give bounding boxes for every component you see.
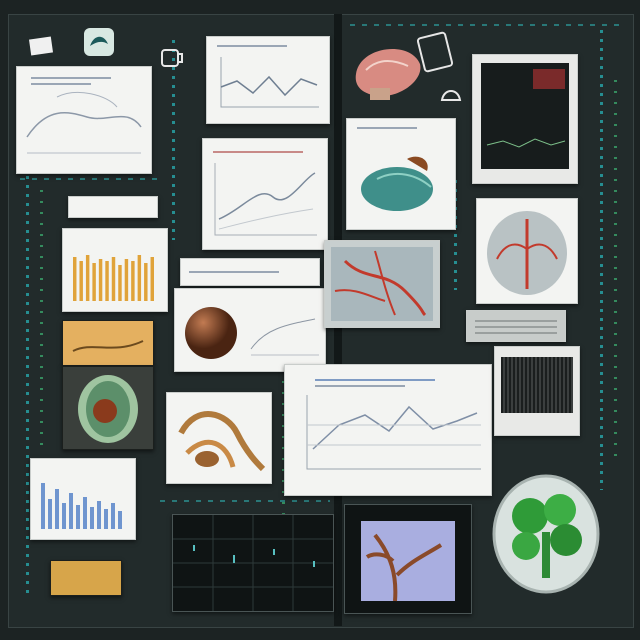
bar-mark [111, 257, 116, 301]
rail-right-2 [614, 80, 617, 460]
bar-mark [104, 509, 108, 529]
bar-mark [41, 483, 45, 529]
bar-mark [111, 503, 115, 529]
bar-mark [97, 501, 101, 529]
rail-left-1 [26, 176, 29, 596]
bar-mark [83, 497, 87, 529]
panel-fish-specimen [346, 118, 456, 230]
bar-mark [76, 505, 80, 529]
panel-tag [50, 560, 122, 596]
coral-specimen [350, 40, 426, 106]
bar-mark [118, 511, 122, 529]
bar-mark [98, 259, 103, 301]
panel-seed [62, 366, 154, 450]
rail-left-2 [40, 190, 43, 450]
panel-label-strip [68, 196, 158, 218]
hline-mid [20, 178, 160, 180]
bar-mark [55, 489, 59, 529]
panel-bar-chart-orange [62, 228, 168, 312]
rail-right-3 [454, 180, 457, 290]
panel-sketch-graph [16, 66, 152, 174]
panel-branch-specimen [344, 504, 472, 614]
seedling-icon [490, 472, 602, 596]
panel-curve-graph [202, 138, 328, 250]
rail-center-1 [172, 40, 175, 240]
card-icon [28, 36, 54, 56]
bar-mark [137, 255, 142, 301]
panel-dark-equalizer [494, 346, 580, 436]
bar-mark [73, 257, 77, 301]
bar-mark [79, 261, 83, 301]
bar-mark [124, 259, 129, 301]
hline-bottom [160, 500, 330, 502]
panel-sphere-graph [174, 288, 326, 372]
bar-mark [85, 255, 90, 301]
panel-line-chart-top [206, 36, 330, 124]
bar-mark [150, 257, 154, 301]
bar-mark [48, 499, 52, 529]
bar-mark [118, 265, 122, 301]
shell-icon [440, 84, 462, 104]
bar-mark [92, 263, 96, 301]
panel-dark-chart-top-right [472, 54, 578, 184]
bar-mark [90, 507, 94, 529]
panel-grey-strip [466, 310, 566, 342]
badge-icon [84, 28, 114, 56]
panel-dark-grid [172, 514, 334, 612]
bar-mark [62, 503, 66, 529]
panel-red-veins [324, 240, 440, 328]
bar-mark [144, 263, 148, 301]
rail-right-1 [600, 30, 603, 490]
panel-bar-chart-blue [30, 458, 136, 540]
bar-mark [69, 493, 73, 529]
panel-root-specimen [166, 392, 272, 484]
panel-organ-specimen [476, 198, 578, 304]
bar-mark [105, 261, 109, 301]
panel-line-chart-large [284, 364, 492, 496]
panel-wide-strip [180, 258, 320, 286]
hline-top [350, 24, 620, 26]
rail-center-2 [282, 370, 285, 600]
mug-icon [160, 46, 184, 70]
bar-mark [131, 261, 135, 301]
panel-specimen-orange [62, 320, 154, 366]
